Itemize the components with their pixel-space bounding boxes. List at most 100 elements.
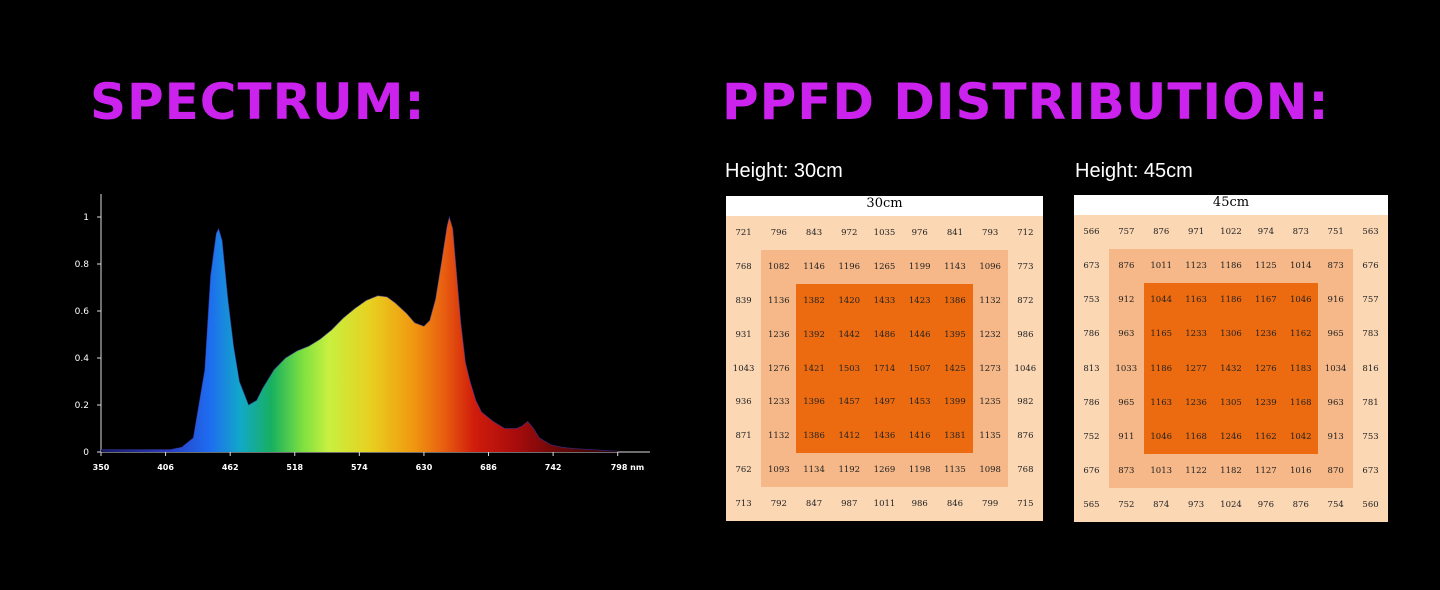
ppfd-cell: 1232 <box>979 329 1001 340</box>
ppfd-cell: 1135 <box>944 465 966 476</box>
ppfd-cell: 1192 <box>838 465 861 476</box>
ppfd-cell: 752 <box>1083 431 1100 442</box>
heatmap-core-zone <box>1143 283 1319 454</box>
ppfd-cell: 768 <box>1017 465 1034 476</box>
ppfd-cell: 1096 <box>979 261 1001 272</box>
ppfd-cell: 1046 <box>1150 431 1173 442</box>
grid-body-30cm: 721 796 843 972 1035 976 841 793 712 768 1082 1146 1… <box>726 216 1043 521</box>
spectrum-chart: 0 0.2 0.4 0.6 0.8 1 350 406 462 518 574 630 686 742 79… <box>75 194 650 472</box>
ppfd-cell: 1168 <box>1185 431 1207 442</box>
ppfd-cell: 753 <box>1362 431 1379 442</box>
ppfd-cell: 1276 <box>768 363 790 374</box>
ppfd-cell: 796 <box>770 227 787 238</box>
ppfd-cell: 876 <box>1153 227 1170 238</box>
ppfd-cell: 781 <box>1362 397 1379 408</box>
ppfd-cell: 963 <box>1327 397 1344 408</box>
ppfd-cell: 1392 <box>803 329 825 340</box>
ppfd-cell: 1486 <box>873 329 896 340</box>
ppfd-cell: 1022 <box>1220 227 1242 238</box>
ppfd-cell: 1386 <box>944 295 966 306</box>
ppfd-cell: 1436 <box>873 431 896 442</box>
ppfd-cell: 1236 <box>768 329 790 340</box>
spectrum-area <box>101 215 618 452</box>
ppfd-cell: 965 <box>1118 397 1135 408</box>
ppfd-cell: 1425 <box>944 363 966 374</box>
ppfd-cell: 1233 <box>768 397 790 408</box>
ppfd-cell: 916 <box>1327 295 1344 306</box>
y-tick-label: 1 <box>83 213 89 223</box>
ppfd-cell: 973 <box>1187 499 1205 510</box>
y-tick-label: 0.2 <box>75 401 89 411</box>
ppfd-cell: 1042 <box>1289 431 1312 442</box>
ppfd-cell: 1186 <box>1220 261 1242 272</box>
ppfd-cell: 754 <box>1327 499 1344 510</box>
ppfd-cell: 1043 <box>732 363 755 374</box>
x-tick-label: 350 <box>93 463 110 472</box>
ppfd-cell: 1044 <box>1150 295 1173 306</box>
y-tick-label: 0.6 <box>75 307 90 317</box>
ppfd-cell: 793 <box>982 227 999 238</box>
ppfd-cell: 1233 <box>1185 329 1207 340</box>
ppfd-cell: 752 <box>1118 499 1135 510</box>
ppfd-cell: 976 <box>911 227 928 238</box>
ppfd-cell: 753 <box>1083 295 1100 306</box>
ppfd-cell: 1416 <box>908 431 931 442</box>
ppfd-cell: 1014 <box>1289 261 1312 272</box>
ppfd-cell: 1046 <box>1289 295 1312 306</box>
ppfd-cell: 1134 <box>803 465 825 476</box>
ppfd-cell: 715 <box>1017 499 1034 510</box>
ppfd-cell: 876 <box>1017 431 1034 442</box>
ppfd-cell: 876 <box>1292 499 1309 510</box>
ppfd-cell: 847 <box>805 499 823 510</box>
ppfd-cell: 1082 <box>768 261 790 272</box>
ppfd-cell: 792 <box>770 499 787 510</box>
ppfd-cell: 816 <box>1362 363 1379 374</box>
ppfd-cell: 1235 <box>979 397 1001 408</box>
ppfd-cell: 1199 <box>908 261 931 272</box>
ppfd-cell: 846 <box>946 499 964 510</box>
ppfd-cell: 1167 <box>1255 295 1277 306</box>
ppfd-cell: 773 <box>1017 261 1034 272</box>
ppfd-cell: 1442 <box>838 329 861 340</box>
ppfd-cell: 1168 <box>1289 397 1312 408</box>
ppfd-cell: 1396 <box>803 397 825 408</box>
ppfd-cell: 1098 <box>979 465 1001 476</box>
y-tick-label: 0.4 <box>75 354 90 364</box>
ppfd-cell: 1265 <box>873 261 896 272</box>
ppfd-cell: 1163 <box>1185 295 1207 306</box>
ppfd-cell: 1143 <box>944 261 966 272</box>
y-tick-label: 0.8 <box>75 260 90 270</box>
ppfd-cell: 799 <box>982 499 999 510</box>
ppfd-heading: PPFD DISTRIBUTION: <box>722 73 1330 131</box>
heatmap-core-zone <box>796 283 973 454</box>
ppfd-cell: 1507 <box>908 363 931 374</box>
ppfd-cell: 841 <box>946 227 964 238</box>
x-tick-label: 686 <box>480 463 497 472</box>
ppfd-cell: 872 <box>1017 295 1034 306</box>
ppfd-cell: 1503 <box>838 363 861 374</box>
ppfd-cell: 1305 <box>1220 397 1242 408</box>
ppfd-cell: 876 <box>1118 261 1135 272</box>
grid-body-45cm: 566 757 876 971 1022 974 873 751 563 673 876 1011 11… <box>1074 215 1388 522</box>
ppfd-cell: 1433 <box>873 295 896 306</box>
ppfd-cell: 936 <box>735 397 752 408</box>
ppfd-cell: 971 <box>1187 227 1205 238</box>
ppfd-cell: 1457 <box>838 397 861 408</box>
ppfd-cell: 1165 <box>1150 329 1173 340</box>
ppfd-cell: 913 <box>1327 431 1344 442</box>
ppfd-cell: 1146 <box>803 261 825 272</box>
grid-title-45cm: 45cm <box>1212 195 1250 210</box>
ppfd-cell: 1395 <box>944 329 966 340</box>
ppfd-cell: 873 <box>1292 227 1309 238</box>
ppfd-cell: 1497 <box>873 397 896 408</box>
ppfd-cell: 1423 <box>908 295 931 306</box>
ppfd-cell: 1277 <box>1185 363 1207 374</box>
ppfd-cell: 982 <box>1017 397 1034 408</box>
ppfd-cell: 757 <box>1362 295 1379 306</box>
ppfd-cell: 1162 <box>1289 329 1312 340</box>
ppfd-cell: 1183 <box>1289 363 1312 374</box>
ppfd-cell: 1011 <box>873 499 896 510</box>
ppfd-cell: 1046 <box>1014 363 1037 374</box>
ppfd-cell: 1453 <box>908 397 931 408</box>
height-45cm-label: Height: 45cm <box>1075 160 1193 182</box>
